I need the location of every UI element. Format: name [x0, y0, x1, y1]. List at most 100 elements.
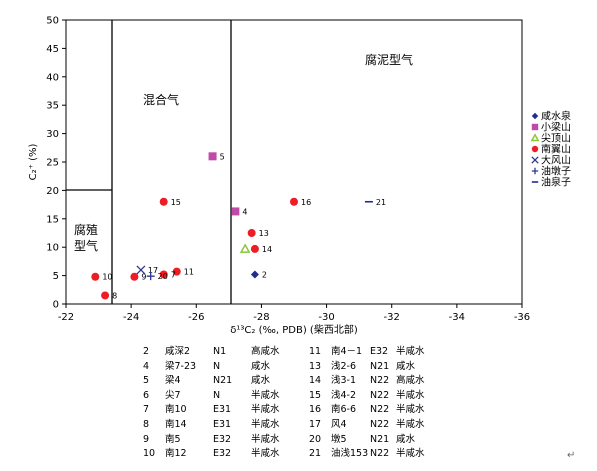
table-cell: N21 — [370, 360, 390, 372]
table-cell: N — [213, 360, 221, 372]
table-row: 5 梁4 N21 咸水 14 浅3-1 N22 高咸水 — [143, 374, 448, 389]
data-point-label: 14 — [262, 245, 272, 254]
table-cell: 10 — [143, 448, 156, 460]
legend-marker — [531, 156, 539, 164]
table-cell: 15 — [309, 389, 322, 401]
x-tick-label: -34 — [449, 312, 465, 323]
data-point — [136, 265, 146, 275]
table-cell: E31 — [213, 418, 232, 430]
table-cell: N22 — [370, 418, 390, 430]
table-cell: 5 — [143, 375, 150, 387]
table-cell: 11 — [309, 346, 322, 357]
data-point — [231, 207, 240, 216]
table-cell: N22 — [370, 375, 390, 387]
x-tick-label: -30 — [318, 312, 334, 323]
x-tick-label: -28 — [253, 312, 269, 323]
table-cell: 半咸水 — [396, 389, 425, 401]
table-cell: 16 — [309, 404, 322, 416]
y-tick-label: 35 — [46, 101, 59, 112]
data-point — [247, 229, 256, 237]
table-cell: 咸深2 — [165, 346, 191, 357]
table-cell: N21 — [370, 433, 390, 445]
data-point-label: 16 — [301, 198, 311, 207]
table-cell: 浅4-2 — [331, 389, 357, 401]
table-cell: N22 — [370, 389, 390, 401]
legend-entry: 小梁山 — [541, 121, 571, 134]
table-row: 7 南10 E31 半咸水 16 南6-6 N22 半咸水 — [143, 403, 448, 418]
y-tick-label: 5 — [53, 271, 59, 282]
legend-entry: 南翼山 — [541, 143, 571, 156]
table-cell: 半咸水 — [396, 448, 425, 460]
region-labels: 腐殖 型气 混合气 腐泥型气 — [74, 52, 413, 253]
table-cell: 尖7 — [165, 389, 181, 401]
y-tick-label: 20 — [46, 186, 59, 197]
table-cell: 梁7-23 — [165, 360, 197, 372]
table-cell: 半咸水 — [251, 389, 280, 401]
y-tick-label: 45 — [46, 44, 59, 55]
table-cell: 浅2-6 — [331, 360, 357, 372]
data-point — [130, 272, 139, 281]
table-cell: 南10 — [165, 404, 187, 416]
y-tick-label: 25 — [46, 158, 59, 169]
table-cell: 高咸水 — [251, 346, 280, 357]
paragraph-return-mark: ↵ — [567, 450, 576, 461]
data-point-label: 15 — [171, 198, 181, 207]
table-cell: 半咸水 — [396, 404, 425, 416]
table-row: 10 南12 E32 半咸水 21 油浅153 N22 半咸水 — [143, 447, 448, 462]
table-cell: 梁4 — [165, 375, 181, 387]
table-row: 9 南5 E32 半咸水 20 墩5 N21 咸水 — [143, 433, 448, 448]
table-cell: 南12 — [165, 448, 187, 460]
data-point — [208, 152, 217, 161]
table-cell: 20 — [309, 433, 322, 445]
sample-table: 2 咸深2 N1 高咸水 11 南4－1 E32 半咸水 4 梁7-23 N 咸水 13 浅2-6 N21 咸… — [143, 345, 448, 462]
data-point-label: 4 — [242, 207, 247, 216]
table-cell: 8 — [143, 418, 150, 430]
region-label-mixed: 混合气 — [143, 92, 179, 107]
data-point — [91, 272, 100, 281]
data-point-label: 17 — [148, 266, 158, 275]
table-cell: 南4－1 — [331, 346, 363, 357]
table-cell: 风4 — [331, 418, 347, 430]
table-cell: 半咸水 — [396, 418, 425, 430]
data-point — [159, 197, 168, 206]
table-cell: 半咸水 — [251, 448, 280, 460]
data-point — [239, 243, 251, 253]
table-cell: N22 — [370, 448, 390, 460]
region-label-humic-2: 型气 — [74, 238, 98, 253]
table-cell: 南5 — [165, 433, 181, 445]
data-point-label: 11 — [184, 268, 194, 277]
data-point — [159, 270, 168, 279]
data-point-label: 7 — [171, 270, 176, 279]
y-tick-label: 15 — [46, 214, 59, 225]
legend-entry: 咸水泉 — [541, 110, 571, 123]
data-point-label: 5 — [220, 152, 225, 161]
table-row: 6 尖7 N 半咸水 15 浅4-2 N22 半咸水 — [143, 389, 448, 404]
region-boundaries — [66, 20, 232, 304]
scatter-chart: 腐殖 型气 混合气 腐泥型气 -22 -24 -26 -28 -30 -32 -34 -36 … — [28, 16, 571, 337]
table-cell: E32 — [213, 433, 232, 445]
data-point-label: 21 — [376, 198, 386, 207]
table-cell: 油浅153 — [331, 448, 369, 460]
x-axis-ticks: -22 -24 -26 -28 -30 -32 -34 -36 — [58, 304, 530, 323]
table-cell: E31 — [213, 404, 232, 416]
x-axis-title: δ¹³C₂ (‰, PDB) (柴西北部) — [230, 323, 358, 336]
data-point — [146, 272, 155, 281]
table-cell: N1 — [213, 346, 227, 357]
y-axis-title: C₂⁺ (%) — [28, 144, 39, 181]
legend-marker — [531, 167, 539, 175]
table-cell: 半咸水 — [251, 433, 280, 445]
legend-entry: 大风山 — [541, 154, 571, 167]
y-tick-label: 50 — [46, 16, 59, 27]
legend-marker — [531, 123, 539, 131]
data-point — [290, 197, 298, 206]
y-axis-ticks: 0 5 10 15 20 25 30 35 40 45 50 — [46, 16, 66, 311]
table-cell: N22 — [370, 404, 390, 416]
region-label-sapropelic: 腐泥型气 — [365, 52, 413, 67]
table-cell: 南14 — [165, 418, 187, 430]
table-cell: 咸水 — [251, 375, 271, 387]
y-tick-label: 10 — [46, 243, 59, 254]
table-cell: 半咸水 — [251, 418, 280, 430]
table-cell: 浅3-1 — [331, 375, 357, 387]
table-cell: 7 — [143, 404, 150, 416]
legend-marker — [530, 133, 540, 142]
